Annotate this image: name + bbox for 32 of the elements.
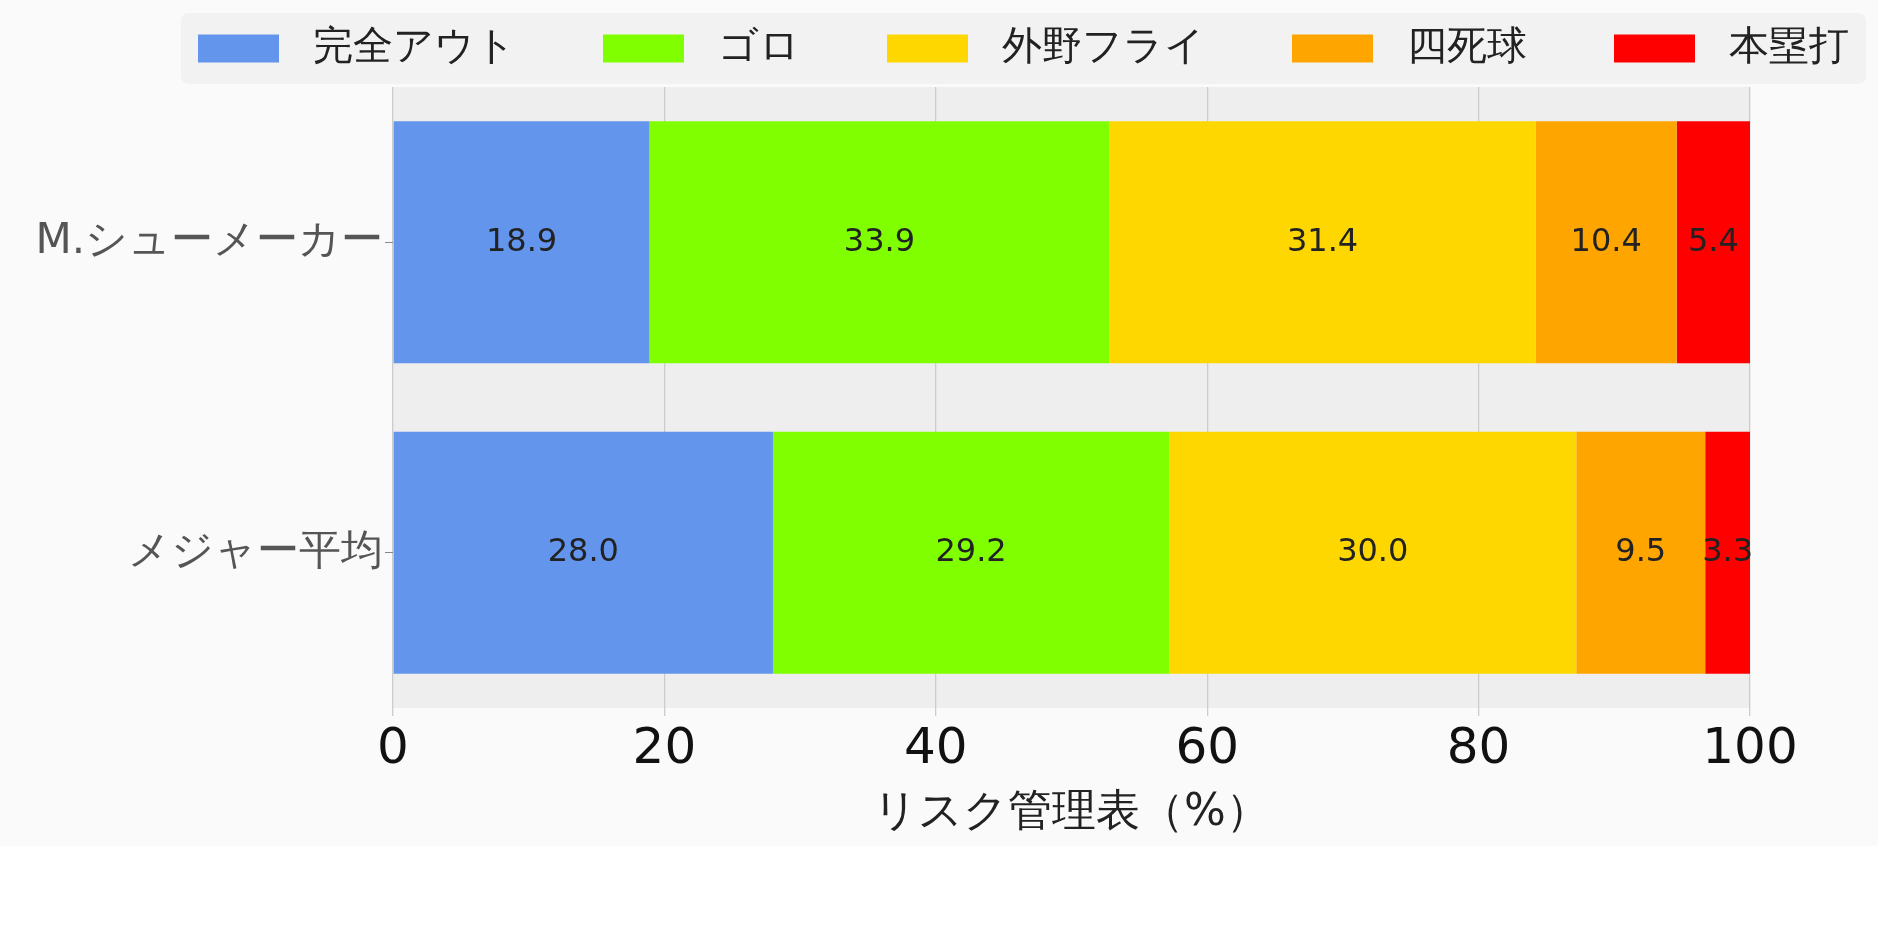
x-axis-title: リスク管理表（%）	[873, 784, 1270, 836]
bar	[1676, 121, 1750, 364]
bar	[393, 121, 650, 364]
legend-label: 本塁打	[1729, 21, 1849, 68]
data-label: 31.4	[1286, 220, 1359, 259]
bar	[1109, 121, 1536, 364]
legend-label: 完全アウト	[313, 21, 516, 68]
bar	[1576, 431, 1706, 674]
legend-label: 外野フライ	[1002, 21, 1205, 68]
bar	[393, 431, 773, 674]
bar	[772, 431, 1170, 674]
legend-label: 四死球	[1407, 21, 1527, 68]
data-label: 28.0	[547, 531, 619, 570]
x-tick-label: 60	[1175, 716, 1240, 775]
x-tick-label: 20	[632, 716, 697, 775]
data-label: 30.0	[1337, 531, 1409, 570]
data-label: 18.9	[485, 220, 558, 259]
data-label: 9.5	[1615, 531, 1667, 570]
x-tick-label: 100	[1702, 716, 1798, 775]
data-label: 5.4	[1687, 220, 1739, 259]
bar	[1169, 431, 1577, 674]
x-tick-label: 80	[1446, 716, 1511, 775]
bar	[649, 121, 1110, 364]
x-tick-label: 0	[377, 716, 409, 775]
data-label: 33.9	[843, 220, 916, 259]
bar	[1535, 121, 1677, 364]
data-label: 29.2	[935, 531, 1007, 570]
x-tick-label: 40	[903, 716, 968, 775]
data-label: 10.4	[1570, 220, 1642, 259]
y-tick-label: メジャー平均	[128, 524, 383, 574]
y-tick-label: M.シューメーカー	[35, 214, 383, 264]
legend-label: ゴロ	[718, 21, 800, 68]
